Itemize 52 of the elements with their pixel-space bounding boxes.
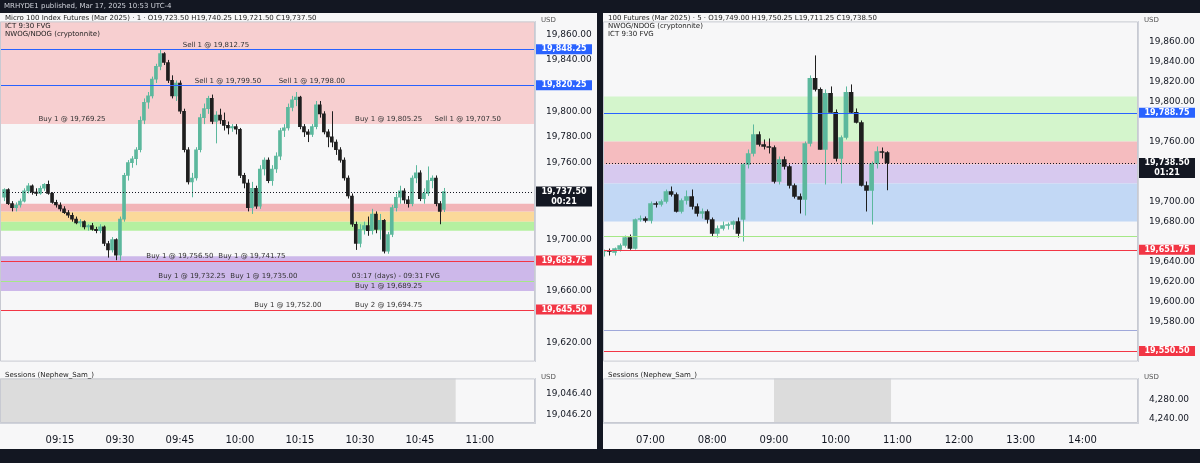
ref-line-label: 19,651.75 bbox=[1144, 244, 1190, 254]
y-tick-label: 19,600.00 bbox=[1149, 295, 1196, 306]
y-tick-label: 4,240.00 bbox=[1149, 413, 1190, 424]
ref-line-label: 19,683.75 bbox=[541, 255, 587, 265]
x-tick-label: 10:45 bbox=[405, 433, 435, 445]
x-tick-label: 10:00 bbox=[225, 433, 255, 445]
y-tick-label: 19,760.00 bbox=[546, 156, 593, 167]
y-tick-label: 19,620.00 bbox=[1149, 275, 1196, 286]
y-tick-label: 19,680.00 bbox=[1149, 215, 1196, 226]
y-tick-label: 19,700.00 bbox=[546, 233, 593, 244]
y-tick-label: 4,280.00 bbox=[1149, 394, 1190, 405]
y-tick-label: 19,860.00 bbox=[546, 28, 593, 39]
x-tick-label: 09:15 bbox=[45, 433, 75, 445]
y-tick-label: 19,840.00 bbox=[546, 54, 593, 65]
x-tick-label: 12:00 bbox=[944, 433, 974, 445]
y-tick-label: 19,046.20 bbox=[546, 409, 593, 420]
ref-line-label: 19,820.25 bbox=[541, 80, 587, 90]
x-tick-label: 09:00 bbox=[759, 433, 789, 445]
candlestick bbox=[66, 209, 70, 219]
y-tick-label: 19,860.00 bbox=[1149, 35, 1196, 46]
y-tick-label: 19,760.00 bbox=[1149, 135, 1196, 146]
x-tick-label: 10:30 bbox=[345, 433, 375, 445]
ref-line-label: 19,848.25 bbox=[541, 44, 587, 54]
y-tick-label: 19,660.00 bbox=[546, 285, 593, 296]
candlestick bbox=[653, 201, 658, 209]
x-tick-label: 09:30 bbox=[105, 433, 135, 445]
ref-line-label: 19,738.50 01:21 bbox=[1144, 158, 1190, 178]
ref-line-label: 19,550.50 bbox=[1144, 346, 1190, 356]
x-tick-label: 14:00 bbox=[1068, 433, 1097, 445]
ref-line-label: 19,737.50 00:21 bbox=[541, 186, 587, 206]
x-tick-label: 09:45 bbox=[165, 433, 195, 445]
y-tick-label: 19,780.00 bbox=[546, 131, 593, 142]
candlestick bbox=[305, 128, 310, 143]
x-tick-label: 07:00 bbox=[636, 433, 665, 445]
y-tick-label: 19,800.00 bbox=[1149, 95, 1196, 106]
y-tick-label: 19,046.40 bbox=[546, 388, 593, 399]
x-tick-label: 10:15 bbox=[285, 433, 315, 445]
y-tick-label: 19,820.00 bbox=[1149, 75, 1196, 86]
y-tick-label: 19,620.00 bbox=[546, 336, 593, 347]
y-tick-label: 19,640.00 bbox=[1149, 255, 1196, 266]
x-tick-label: 10:00 bbox=[821, 433, 851, 445]
y-tick-label: 19,700.00 bbox=[1149, 195, 1196, 206]
y-tick-label: 19,580.00 bbox=[1149, 315, 1196, 326]
x-tick-label: 11:00 bbox=[465, 433, 495, 445]
candlestick bbox=[643, 216, 648, 224]
ref-line-label: 19,788.75 bbox=[1144, 107, 1190, 117]
x-tick-label: 08:00 bbox=[697, 433, 727, 445]
x-tick-label: 11:00 bbox=[882, 433, 912, 445]
ref-line-label: 19,645.50 bbox=[541, 304, 587, 314]
x-tick-label: 13:00 bbox=[1006, 433, 1036, 445]
y-tick-label: 19,840.00 bbox=[1149, 55, 1196, 66]
y-tick-label: 19,800.00 bbox=[546, 105, 593, 116]
